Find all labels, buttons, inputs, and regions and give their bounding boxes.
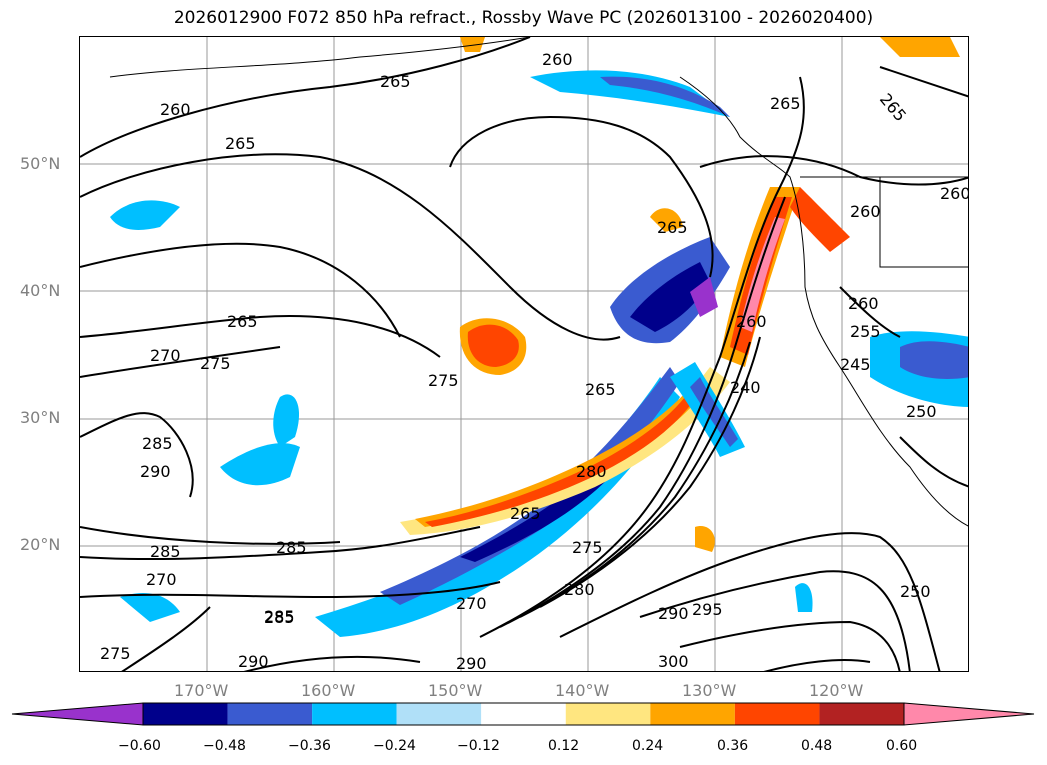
contour-label: 260: [848, 294, 879, 313]
colorbar-swatch: [312, 703, 397, 725]
contour-label: 280: [576, 462, 607, 481]
contour-label: 275: [572, 538, 603, 557]
colorbar-tick: −0.60: [118, 738, 161, 754]
colorbar-tick: −0.24: [373, 738, 416, 754]
colorbar-tick: 0.36: [717, 738, 749, 754]
lon-label-170w: 170°W: [174, 681, 229, 700]
contour-label: 295: [692, 600, 723, 619]
lon-label-130w: 130°W: [682, 681, 737, 700]
colorbar-tick: 0.60: [886, 738, 918, 754]
contour-label: 290: [456, 654, 487, 672]
contour-label: 290: [238, 652, 269, 671]
contour-label: 260: [940, 184, 969, 203]
contour-label: 260: [850, 202, 881, 221]
map-title: 2026012900 F072 850 hPa refract., Rossby…: [173, 8, 874, 28]
contour-label: 300: [658, 652, 689, 671]
contour-label: 240: [730, 378, 761, 397]
contour-label: 285: [276, 538, 307, 557]
lat-label-40n: 40°N: [20, 281, 61, 300]
lon-label-140w: 140°W: [555, 681, 610, 700]
contour-label: 270: [456, 594, 487, 613]
contour-label: 290: [658, 604, 689, 623]
contour-label: 250: [900, 582, 931, 601]
lon-label-120w: 120°W: [809, 681, 864, 700]
lat-label-20n: 20°N: [20, 535, 61, 554]
contour-label: 260: [736, 312, 767, 331]
contour-label: 285: [142, 434, 173, 453]
lat-label-30n: 30°N: [20, 408, 61, 427]
contour-label: 245: [840, 355, 871, 374]
contour-label: 265: [380, 72, 411, 91]
colorbar-tick: 0.12: [548, 738, 580, 754]
colorbar-swatch: [481, 703, 566, 725]
gridlines: [80, 37, 968, 671]
contour-label: 260: [160, 100, 191, 119]
contour-label: 285: [150, 542, 181, 561]
colorbar-swatch: [396, 703, 482, 725]
contour-label: 275: [200, 354, 231, 373]
colorbar-swatch: [143, 703, 228, 725]
contour-label: 275: [100, 644, 131, 663]
contour-label: 280: [564, 580, 595, 599]
contour-label: 270: [150, 346, 181, 365]
colorbar-extend-low: [11, 702, 144, 726]
colorbar-tick: −0.36: [288, 738, 331, 754]
colorbar-tick: −0.48: [203, 738, 246, 754]
contour-label: 285: [264, 607, 295, 626]
map-panel: 260 265 260 265 265 260 265 265 265 260 …: [79, 36, 969, 672]
contour-label: 265: [657, 218, 688, 237]
contour-label: 265: [227, 312, 258, 331]
colorbar-swatch: [565, 703, 651, 725]
colorbar-swatch: [819, 703, 904, 725]
contour-label: 255: [850, 322, 881, 341]
contour-labels: 260 265 260 265 265 260 265 265 265 260 …: [100, 50, 969, 672]
lon-label-150w: 150°W: [428, 681, 483, 700]
colorbar-tick: 0.48: [801, 738, 833, 754]
coastlines: [109, 37, 968, 527]
wave-shading: [110, 37, 968, 637]
colorbar-border: [142, 702, 905, 726]
contour-label: 260: [542, 50, 573, 69]
contour-label: 265: [510, 504, 541, 523]
contour-label: 250: [906, 402, 937, 421]
contour-label: 265: [876, 90, 910, 126]
colorbar-swatch: [650, 703, 735, 725]
colorbar-tick: 0.24: [632, 738, 664, 754]
colorbar-swatches: [11, 702, 1035, 726]
colorbar-extend-high: [903, 702, 1035, 726]
map-canvas: 260 265 260 265 265 260 265 265 265 260 …: [80, 37, 969, 672]
contour-label: 265: [770, 94, 801, 113]
refractivity-contours: [80, 37, 968, 671]
contour-label: 265: [225, 134, 256, 153]
colorbar-swatch: [734, 703, 820, 725]
colorbar-swatch: [227, 703, 313, 725]
lat-label-50n: 50°N: [20, 154, 61, 173]
contour-label: 265: [585, 380, 616, 399]
contour-label: 285: [264, 608, 295, 627]
contour-label: 270: [146, 570, 177, 589]
contour-label: 275: [428, 371, 459, 390]
contour-label: 290: [140, 462, 171, 481]
lon-label-160w: 160°W: [301, 681, 356, 700]
colorbar-tick: −0.12: [457, 738, 500, 754]
